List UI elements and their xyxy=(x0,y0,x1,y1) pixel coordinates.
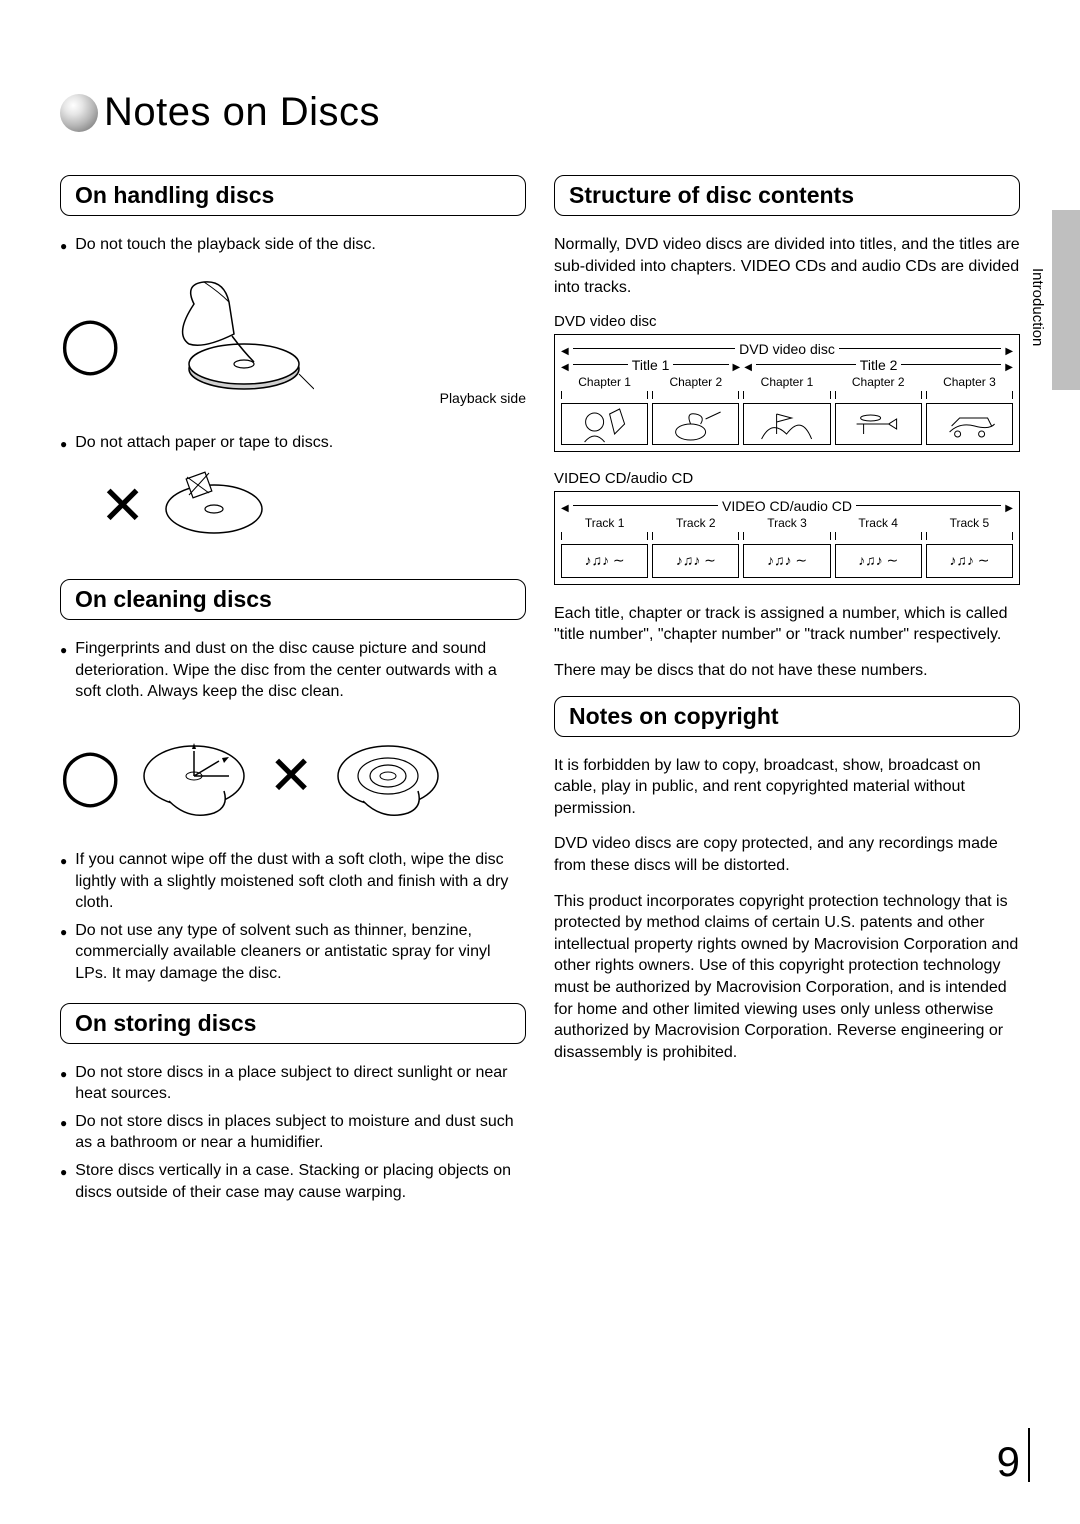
ng-mark-icon-2 xyxy=(268,749,313,803)
content-columns: On handling discs Do not touch the playb… xyxy=(60,175,1020,1221)
wipe-circular-icon xyxy=(328,721,448,831)
figure-hold-disc: Playback side xyxy=(60,274,526,414)
dvd-diagram: DVD video disc Title 1 Title 2 xyxy=(554,334,1020,452)
copyright-p1: It is forbidden by law to copy, broadcas… xyxy=(554,755,1020,820)
ok-mark-icon-2 xyxy=(60,749,120,803)
storing-bullet-1: Do not store discs in a place subject to… xyxy=(60,1062,526,1105)
track-cell-2: ♪♫♪ ∼ xyxy=(652,544,739,578)
copyright-p3: This product incorporates copyright prot… xyxy=(554,891,1020,1064)
right-column: Structure of disc contents Normally, DVD… xyxy=(554,175,1020,1221)
title2-label: Title 2 xyxy=(860,357,898,373)
storing-bullet-3: Store discs vertically in a case. Stacki… xyxy=(60,1160,526,1203)
ch4-label: Chapter 2 xyxy=(835,375,922,389)
ch5-label: Chapter 3 xyxy=(926,375,1013,389)
heading-structure: Structure of disc contents xyxy=(554,175,1020,216)
cd-top-label: VIDEO CD/audio CD xyxy=(722,498,852,514)
track-cell-4: ♪♫♪ ∼ xyxy=(835,544,922,578)
page-number: 9 xyxy=(997,1438,1020,1486)
track4-label: Track 4 xyxy=(835,516,922,530)
ng-mark-icon xyxy=(100,479,145,533)
ok-mark-icon xyxy=(60,317,120,371)
cleaning-list-1: Fingerprints and dust on the disc cause … xyxy=(60,638,526,703)
cleaning-bullet-2: If you cannot wipe off the dust with a s… xyxy=(60,849,526,914)
title1-label: Title 1 xyxy=(632,357,670,373)
bullet-sphere-icon xyxy=(60,94,98,132)
title-row: Notes on Discs xyxy=(60,90,1020,135)
heading-cleaning: On cleaning discs xyxy=(60,579,526,620)
page-number-bar xyxy=(1028,1428,1030,1482)
track5-label: Track 5 xyxy=(926,516,1013,530)
taped-disc-icon xyxy=(159,471,269,541)
dvd-label: DVD video disc xyxy=(554,313,1020,330)
dvd-top-label: DVD video disc xyxy=(739,341,835,357)
hand-disc-icon xyxy=(134,274,314,414)
copyright-p2: DVD video discs are copy protected, and … xyxy=(554,833,1020,876)
track-cell-1: ♪♫♪ ∼ xyxy=(561,544,648,578)
handling-list-2: Do not attach paper or tape to discs. xyxy=(60,432,526,454)
figure-wipe xyxy=(60,721,526,831)
side-tab-label: Introduction xyxy=(1029,268,1046,346)
wipe-radial-icon xyxy=(134,721,254,831)
cleaning-list-2: If you cannot wipe off the dust with a s… xyxy=(60,849,526,985)
playback-side-caption: Playback side xyxy=(440,390,526,406)
structure-p3: There may be discs that do not have thes… xyxy=(554,660,1020,682)
dvd-cell-1 xyxy=(561,403,648,445)
track2-label: Track 2 xyxy=(652,516,739,530)
left-column: On handling discs Do not touch the playb… xyxy=(60,175,526,1221)
storing-list: Do not store discs in a place subject to… xyxy=(60,1062,526,1204)
storing-bullet-2: Do not store discs in places subject to … xyxy=(60,1111,526,1154)
page: Notes on Discs Introduction On handling … xyxy=(0,0,1080,1524)
side-tab xyxy=(1052,210,1080,390)
cleaning-bullet-3: Do not use any type of solvent such as t… xyxy=(60,920,526,985)
figure-tape-disc xyxy=(100,471,526,541)
structure-intro: Normally, DVD video discs are divided in… xyxy=(554,234,1020,299)
structure-p2: Each title, chapter or track is assigned… xyxy=(554,603,1020,646)
cleaning-bullet-1: Fingerprints and dust on the disc cause … xyxy=(60,638,526,703)
handling-bullet-1: Do not touch the playback side of the di… xyxy=(60,234,526,256)
cd-diagram: VIDEO CD/audio CD Track 1 Track 2 Track … xyxy=(554,491,1020,585)
track3-label: Track 3 xyxy=(743,516,830,530)
heading-storing: On storing discs xyxy=(60,1003,526,1044)
cd-label: VIDEO CD/audio CD xyxy=(554,470,1020,487)
track-cell-5: ♪♫♪ ∼ xyxy=(926,544,1013,578)
dvd-cell-2 xyxy=(652,403,739,445)
heading-copyright: Notes on copyright xyxy=(554,696,1020,737)
ch2-label: Chapter 2 xyxy=(652,375,739,389)
heading-handling: On handling discs xyxy=(60,175,526,216)
handling-list-1: Do not touch the playback side of the di… xyxy=(60,234,526,256)
handling-bullet-2: Do not attach paper or tape to discs. xyxy=(60,432,526,454)
track-cell-3: ♪♫♪ ∼ xyxy=(743,544,830,578)
track1-label: Track 1 xyxy=(561,516,648,530)
page-title: Notes on Discs xyxy=(104,90,380,135)
ch3-label: Chapter 1 xyxy=(743,375,830,389)
dvd-cell-3 xyxy=(743,403,830,445)
dvd-cell-5 xyxy=(926,403,1013,445)
ch1-label: Chapter 1 xyxy=(561,375,648,389)
dvd-cell-4 xyxy=(835,403,922,445)
